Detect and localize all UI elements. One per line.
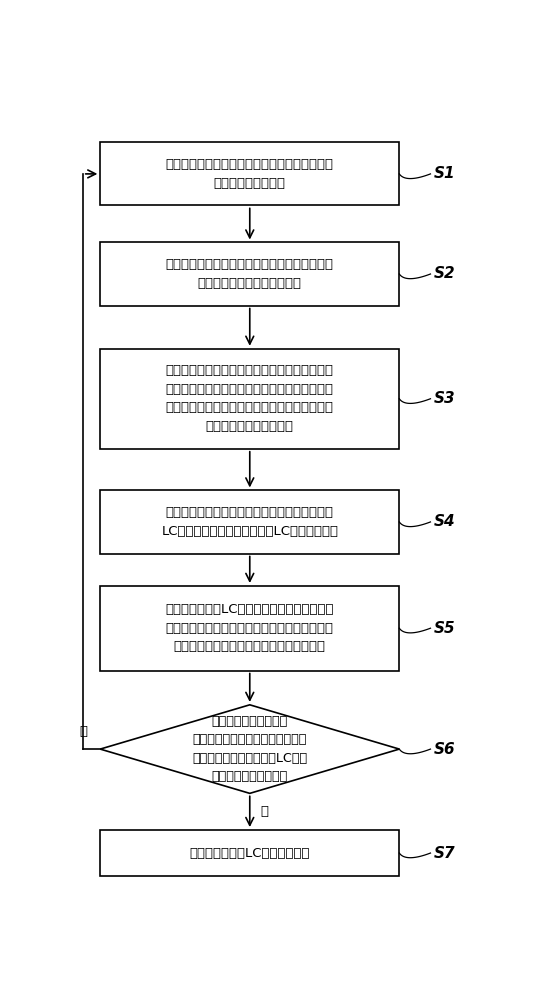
Text: 根据选取的一组LC滤波器参数值，在直角坐标
系中绘制直流侧电压变化曲线，并根据直流侧电
压的下限值绘制直流侧电压参数的选取范围: 根据选取的一组LC滤波器参数值，在直角坐标 系中绘制直流侧电压变化曲线，并根据直… — [166, 603, 334, 653]
Bar — [100, 830, 399, 876]
Text: 否: 否 — [79, 725, 87, 738]
Text: S6: S6 — [434, 742, 456, 757]
Text: 根据所述电感、电容参数的选取区域，在电容、
电感、截止频率三维坐标系中绘制截止频率变化
三维图，并根据截止频率上限值和下限值，绘制
截止频率参数的选取区域: 根据所述电感、电容参数的选取区域，在电容、 电感、截止频率三维坐标系中绘制截止频… — [166, 364, 334, 433]
Text: S4: S4 — [434, 514, 456, 529]
Text: S3: S3 — [434, 391, 456, 406]
Text: 根据电容上限值，在电容、电感直角坐标系中绘
制电感、电容参数的选取区域: 根据电容上限值，在电容、电感直角坐标系中绘 制电感、电容参数的选取区域 — [166, 258, 334, 290]
Bar — [100, 349, 399, 449]
Text: S1: S1 — [434, 166, 456, 181]
Bar — [100, 242, 399, 306]
Text: S2: S2 — [434, 266, 456, 282]
Text: S7: S7 — [434, 846, 456, 861]
Bar — [100, 586, 399, 671]
Text: S5: S5 — [434, 621, 456, 636]
Text: 根据电感上限值和下限值，在直角坐标系中绘制
电感参数的选取区域: 根据电感上限值和下限值，在直角坐标系中绘制 电感参数的选取区域 — [166, 158, 334, 190]
Polygon shape — [100, 705, 399, 793]
Text: 综合电感、电容、截止频率参数选取范围，进行
LC滤波器参数设计，选取一组LC滤波器参数值: 综合电感、电容、截止频率参数选取范围，进行 LC滤波器参数设计，选取一组LC滤波… — [161, 506, 338, 538]
Text: 输出选取的一组LC滤波器参数值: 输出选取的一组LC滤波器参数值 — [190, 847, 310, 860]
Bar — [100, 490, 399, 554]
Text: 是: 是 — [260, 805, 268, 818]
Bar — [100, 142, 399, 205]
Text: 从电感纹波、电容无功
功率占比、截止频率、直流侧电压
四个方面校验选取的一组LC滤波
器参数值是否满足要求: 从电感纹波、电容无功 功率占比、截止频率、直流侧电压 四个方面校验选取的一组LC… — [192, 715, 307, 783]
